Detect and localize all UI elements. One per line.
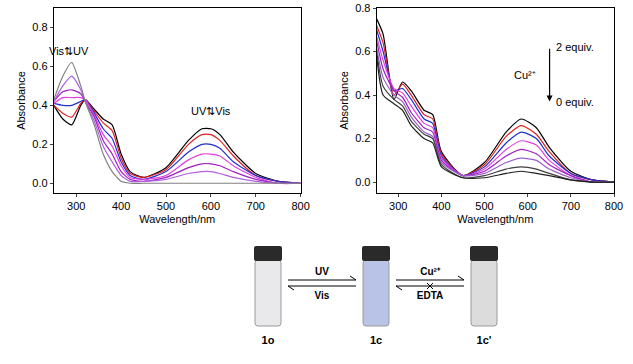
svg-text:Absorbance: Absorbance: [15, 71, 27, 130]
svg-text:800: 800: [605, 200, 623, 212]
svg-text:0.0: 0.0: [355, 176, 370, 188]
svg-text:Wavelength/nm: Wavelength/nm: [457, 213, 533, 225]
svg-text:300: 300: [389, 200, 407, 212]
svg-text:UV: UV: [315, 266, 329, 277]
svg-text:800: 800: [291, 200, 309, 212]
svg-text:0.6: 0.6: [355, 45, 370, 57]
svg-text:Wavelength/nm: Wavelength/nm: [139, 213, 215, 225]
svg-text:Cu²⁺: Cu²⁺: [420, 266, 441, 277]
svg-text:0.0: 0.0: [32, 177, 47, 189]
svg-text:Vis: Vis: [315, 290, 330, 301]
svg-text:Cu²⁺: Cu²⁺: [514, 69, 536, 81]
svg-text:UV⇅Vis: UV⇅Vis: [191, 105, 231, 117]
svg-text:EDTA: EDTA: [417, 290, 443, 301]
svg-text:0.6: 0.6: [32, 60, 47, 72]
svg-text:0.4: 0.4: [355, 89, 370, 101]
svg-text:0.8: 0.8: [32, 21, 47, 33]
svg-text:500: 500: [475, 200, 493, 212]
svg-text:700: 700: [247, 200, 265, 212]
svg-text:2 equiv.: 2 equiv.: [556, 41, 594, 53]
svg-text:400: 400: [432, 200, 450, 212]
svg-text:0.2: 0.2: [32, 138, 47, 150]
svg-text:300: 300: [67, 200, 85, 212]
svg-text:0.2: 0.2: [355, 132, 370, 144]
svg-text:1c: 1c: [370, 334, 382, 346]
svg-text:0.4: 0.4: [32, 99, 47, 111]
svg-text:700: 700: [562, 200, 580, 212]
svg-text:Absorbance: Absorbance: [338, 71, 350, 130]
svg-text:500: 500: [157, 200, 175, 212]
svg-text:600: 600: [519, 200, 537, 212]
svg-text:1c': 1c': [477, 334, 492, 346]
svg-text:600: 600: [202, 200, 220, 212]
svg-text:0 equiv.: 0 equiv.: [556, 96, 594, 108]
svg-text:400: 400: [112, 200, 130, 212]
svg-text:Vis⇅UV: Vis⇅UV: [49, 45, 89, 57]
svg-text:0.8: 0.8: [355, 2, 370, 14]
svg-text:1o: 1o: [262, 334, 275, 346]
